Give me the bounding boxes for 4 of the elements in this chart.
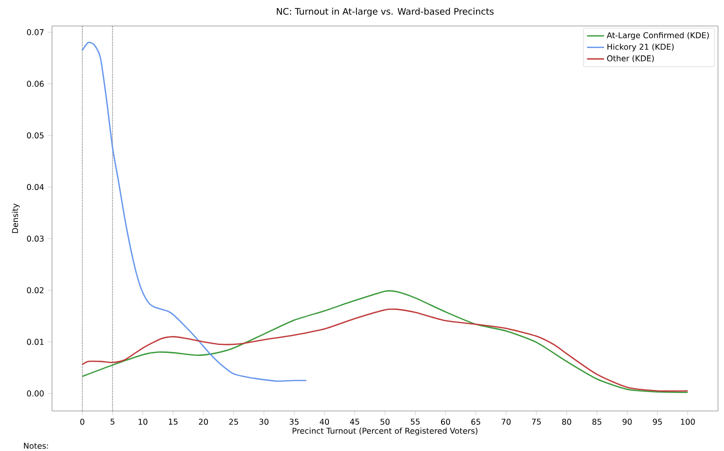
chart-title: NC: Turnout in At-large vs. Ward-based Precincts <box>276 8 494 16</box>
line-series <box>82 308 688 392</box>
line-series <box>82 290 688 394</box>
line-series <box>82 42 307 382</box>
